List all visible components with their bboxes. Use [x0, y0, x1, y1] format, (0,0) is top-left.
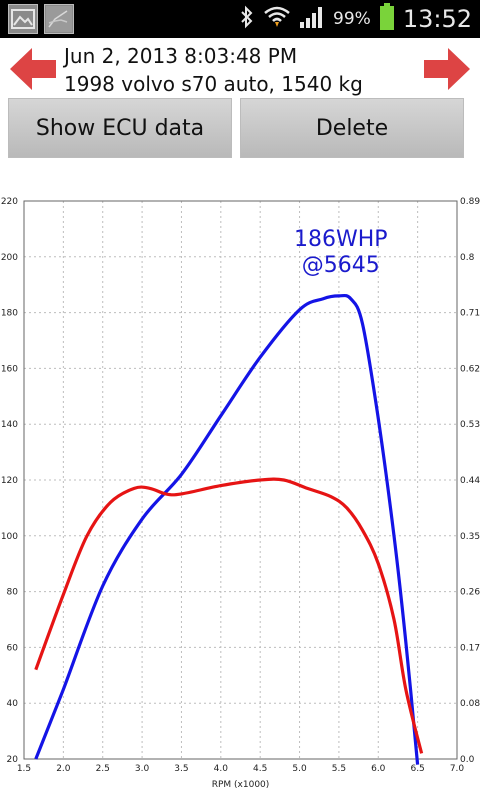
show-ecu-data-button[interactable]: Show ECU data — [8, 98, 232, 158]
battery-icon — [379, 3, 395, 35]
y-right-tick-label: 0.44 — [460, 476, 480, 486]
y-right-tick-label: 0.53 — [460, 420, 480, 430]
y-left-tick-label: 180 — [1, 309, 18, 319]
x-tick-label: 5.0 — [292, 764, 307, 774]
y-right-tick-label: 0.71 — [460, 309, 480, 319]
power-chart: 1.5 2.0 2.5 3.0 3.5 4.0 4.5 5.0 5.5 6.0 6.5 7.0 20 40… — [0, 190, 480, 800]
y-left-tick-label: 120 — [1, 476, 18, 486]
y-left-tick-label: 220 — [1, 197, 18, 207]
y-left-tick-label: 20 — [7, 755, 19, 765]
y-left-tick-label: 40 — [7, 699, 19, 709]
clock: 13:52 — [402, 5, 472, 33]
x-tick-label: 3.0 — [135, 764, 150, 774]
y-left-tick-label: 100 — [1, 532, 18, 542]
plot-frame — [23, 200, 458, 760]
y-right-tick-label: 0.08 — [460, 699, 480, 709]
x-tick-label: 4.0 — [214, 764, 229, 774]
peak-annotation: @5645 — [302, 253, 380, 278]
y-left-tick-label: 160 — [1, 364, 18, 374]
x-tick-label: 3.5 — [174, 764, 188, 774]
x-axis-label: RPM (x1000) — [212, 780, 270, 790]
gallery-icon — [8, 4, 38, 34]
y-left-tick-label: 80 — [7, 588, 19, 598]
notification-icons — [8, 4, 74, 34]
peak-annotation: 186WHP — [294, 227, 388, 252]
y-left-tick-label: 140 — [1, 420, 18, 430]
x-tick-label: 5.5 — [332, 764, 346, 774]
x-tick-label: 7.0 — [450, 764, 465, 774]
x-tick-label: 6.5 — [410, 764, 424, 774]
wifi-icon — [263, 5, 291, 33]
y-left-tick-label: 60 — [7, 643, 19, 653]
x-tick-label: 1.5 — [17, 764, 31, 774]
signal-icon — [299, 5, 325, 33]
y-right-tick-label: 0.89 — [460, 197, 480, 207]
status-indicators: 99% 13:52 — [239, 0, 472, 38]
record-date: Jun 2, 2013 8:03:48 PM — [64, 44, 298, 68]
previous-arrow-icon[interactable] — [8, 46, 58, 92]
y-right-tick-label: 0.26 — [460, 588, 480, 598]
y-right-tick-label: 0.8 — [460, 253, 475, 263]
power-chart-svg: 1.5 2.0 2.5 3.0 3.5 4.0 4.5 5.0 5.5 6.0 6.5 7.0 20 40… — [1, 197, 480, 790]
y-right-tick-label: 0.62 — [460, 364, 480, 374]
y-right-tick-label: 0.0 — [460, 755, 475, 765]
delete-button[interactable]: Delete — [240, 98, 464, 158]
battery-percent: 99% — [333, 9, 371, 29]
y-left-tick-label: 200 — [1, 253, 18, 263]
torque-curve-line — [34, 477, 424, 754]
y-right-tick-label: 0.35 — [460, 532, 480, 542]
x-tick-label: 2.0 — [56, 764, 71, 774]
x-tick-label: 2.5 — [96, 764, 110, 774]
bluetooth-icon — [239, 5, 255, 33]
graph-thumbnail-icon — [44, 4, 74, 34]
power-curve-line — [34, 293, 420, 765]
status-bar: 99% 13:52 — [0, 0, 480, 38]
x-tick-label: 4.5 — [253, 764, 267, 774]
record-header: Jun 2, 2013 8:03:48 PM 1998 volvo s70 au… — [0, 38, 480, 98]
next-arrow-icon[interactable] — [422, 46, 472, 92]
x-tick-label: 6.0 — [371, 764, 386, 774]
car-description: 1998 volvo s70 auto, 1540 kg — [64, 72, 363, 96]
record-info: Jun 2, 2013 8:03:48 PM 1998 volvo s70 au… — [64, 42, 424, 98]
y-right-tick-label: 0.17 — [460, 643, 480, 653]
